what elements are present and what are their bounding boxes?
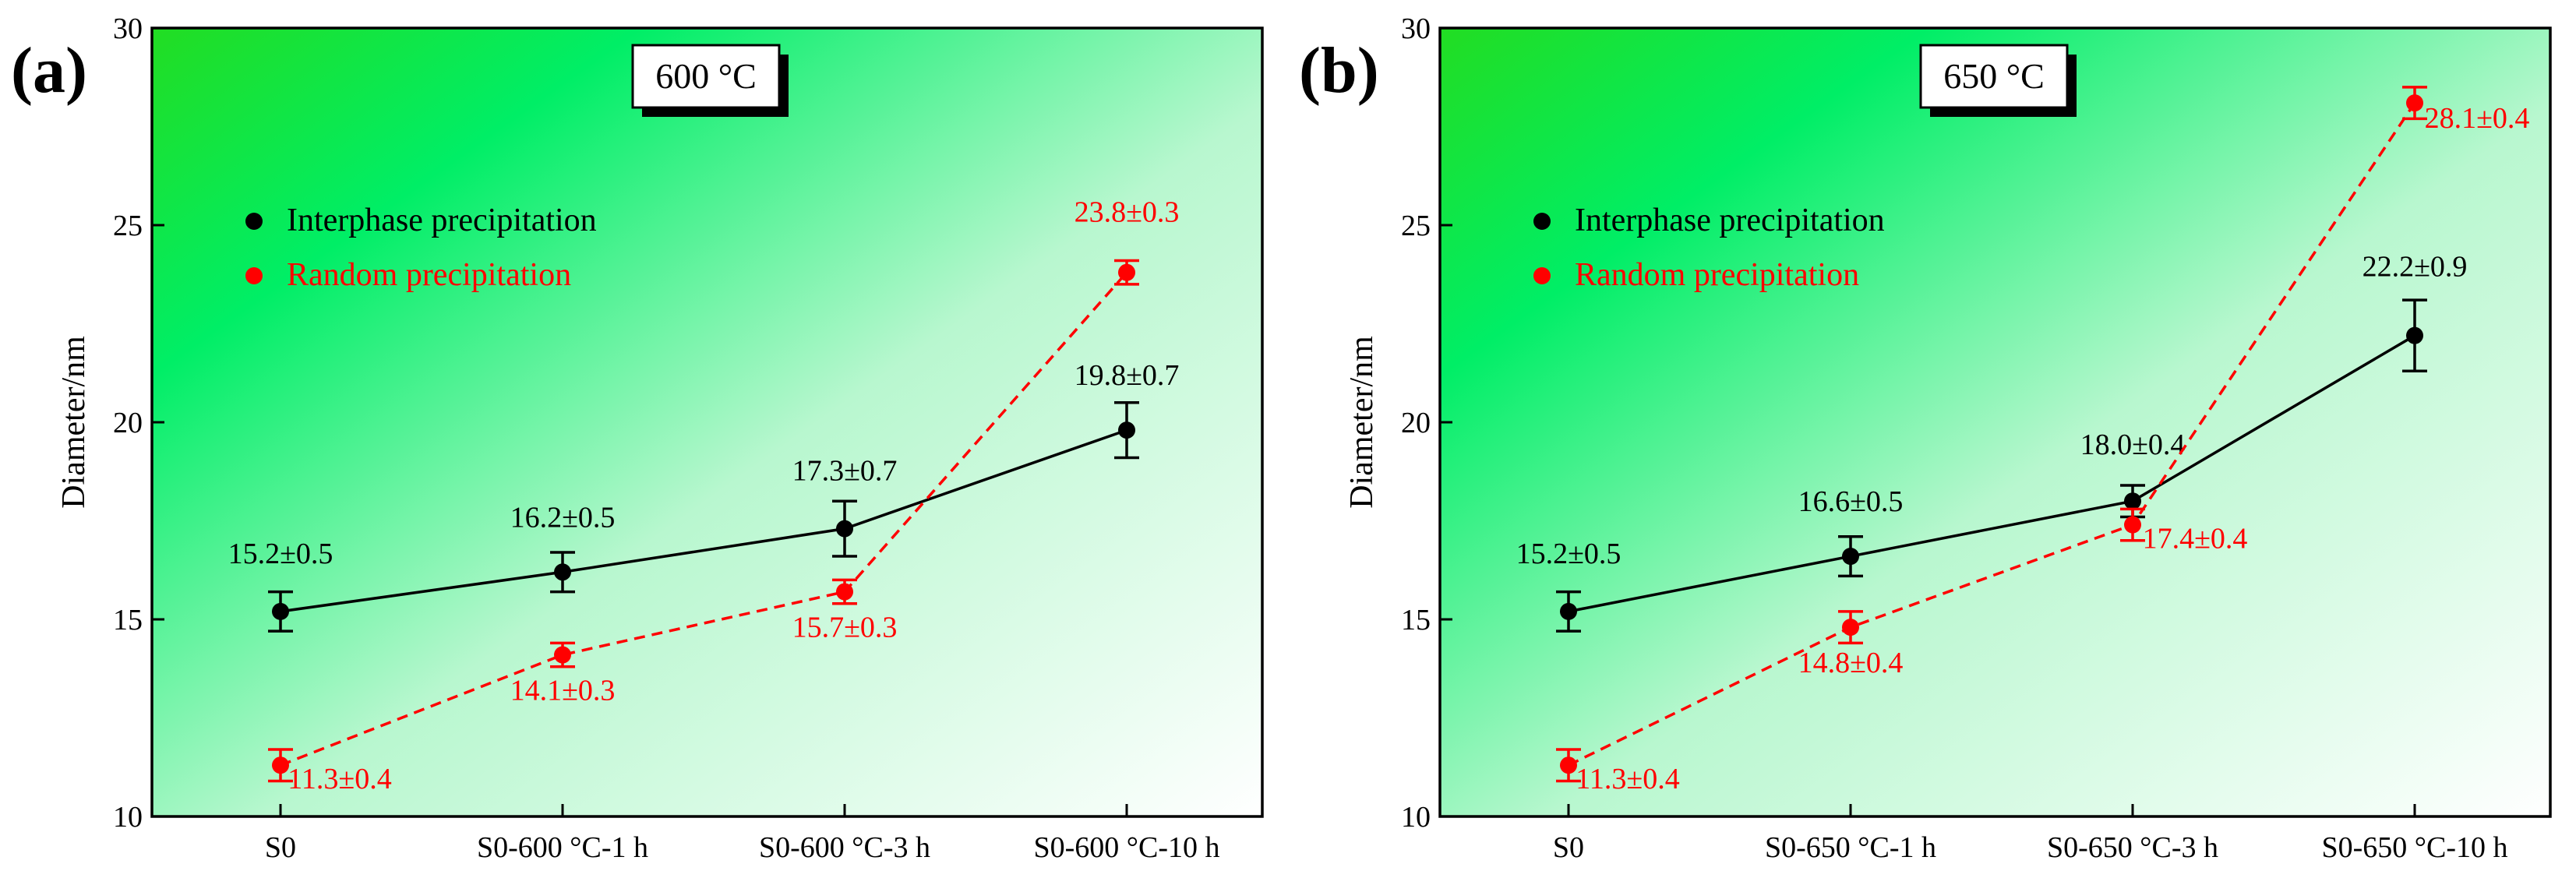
data-point bbox=[2124, 492, 2141, 510]
legend-marker bbox=[1533, 213, 1551, 230]
data-point bbox=[1560, 602, 1577, 620]
title-box bbox=[1919, 44, 2069, 109]
y-tick-label: 25 bbox=[1401, 210, 1431, 242]
x-tick-label: S0-650 °C-3 h bbox=[2047, 831, 2218, 864]
y-tick-label: 20 bbox=[113, 407, 143, 439]
legend-label: Interphase precipitation bbox=[287, 203, 597, 238]
panel-b: 10 15 20 25 30 S0 S0-650 °C-1 h S0-650 °C-3 h S0… bbox=[1288, 0, 2576, 871]
data-label: 16.6±0.5 bbox=[1798, 485, 1904, 518]
data-point bbox=[2406, 326, 2423, 344]
data-point bbox=[272, 756, 289, 774]
y-axis-label: Diameter/nm bbox=[56, 336, 92, 509]
data-label: 17.4±0.4 bbox=[2143, 523, 2248, 555]
y-tick-label: 20 bbox=[1401, 407, 1431, 439]
data-label: 15.2±0.5 bbox=[228, 538, 333, 570]
y-tick-label: 25 bbox=[113, 210, 143, 242]
x-tick-label: S0-600 °C-3 h bbox=[759, 831, 930, 864]
x-tick-label: S0 bbox=[265, 831, 296, 864]
x-tick-label: S0-600 °C-10 h bbox=[1034, 831, 1220, 864]
panel-label: (b) bbox=[1299, 34, 1379, 107]
legend-marker bbox=[1533, 267, 1551, 284]
legend-label: Interphase precipitation bbox=[1575, 203, 1885, 238]
panel-label: (a) bbox=[11, 34, 87, 107]
data-point bbox=[1118, 263, 1135, 281]
title-box bbox=[631, 44, 781, 109]
data-label: 28.1±0.4 bbox=[2425, 102, 2530, 135]
plot-frame bbox=[150, 26, 1264, 818]
data-point bbox=[1118, 421, 1135, 439]
plot-background bbox=[152, 28, 1262, 816]
data-point bbox=[554, 563, 571, 581]
chart-svg: 10 15 20 25 30 S0 S0-650 °C-1 h S0-650 °C-3 h S0… bbox=[1299, 12, 2552, 864]
data-point bbox=[836, 520, 853, 538]
legend-marker bbox=[245, 267, 263, 284]
x-tick-label: S0-650 °C-10 h bbox=[2322, 831, 2508, 864]
data-label: 18.0±0.4 bbox=[2080, 428, 2186, 461]
data-point bbox=[2406, 94, 2423, 112]
y-tick-label: 15 bbox=[1401, 604, 1431, 636]
y-axis-label: Diameter/nm bbox=[1344, 336, 1380, 509]
panel-a: 10 15 20 25 30 S0 S0-600 °C-1 h S0-600 °C-3 h S0… bbox=[11, 12, 1264, 864]
y-tick-label: 10 bbox=[1401, 801, 1431, 834]
x-tick-label: S0-600 °C-1 h bbox=[477, 831, 648, 864]
y-tick-label: 30 bbox=[1401, 12, 1431, 45]
data-point bbox=[836, 583, 853, 601]
data-label: 14.1±0.3 bbox=[510, 675, 616, 707]
y-tick-label: 10 bbox=[113, 801, 143, 834]
plot-frame bbox=[1438, 26, 2552, 818]
data-point bbox=[272, 602, 289, 620]
chart-title: 650 °C bbox=[1943, 56, 2045, 96]
legend-label: Random precipitation bbox=[287, 257, 571, 293]
data-label: 11.3±0.4 bbox=[1576, 763, 1679, 795]
x-tick-label: S0-650 °C-1 h bbox=[1765, 831, 1936, 864]
y-tick-label: 15 bbox=[113, 604, 143, 636]
series-line bbox=[280, 271, 1128, 767]
data-label: 17.3±0.7 bbox=[792, 455, 898, 488]
data-label: 14.8±0.4 bbox=[1798, 647, 1904, 679]
chart-title: 600 °C bbox=[655, 56, 757, 96]
data-label: 23.8±0.3 bbox=[1075, 196, 1180, 229]
data-label: 19.8±0.7 bbox=[1075, 359, 1180, 392]
data-label: 11.3±0.4 bbox=[288, 763, 391, 795]
data-label: 22.2±0.9 bbox=[2363, 251, 2468, 284]
data-point bbox=[1842, 548, 1859, 566]
legend-marker bbox=[245, 213, 263, 230]
data-label: 15.2±0.5 bbox=[1516, 538, 1621, 570]
data-label: 16.2±0.5 bbox=[510, 501, 616, 534]
plot-background bbox=[1440, 28, 2550, 816]
legend-label: Random precipitation bbox=[1575, 257, 1859, 293]
series-line bbox=[1568, 102, 2416, 767]
x-tick-label: S0 bbox=[1553, 831, 1584, 864]
data-point bbox=[554, 646, 571, 664]
data-point bbox=[2124, 516, 2141, 534]
series-line bbox=[280, 428, 1127, 613]
data-point bbox=[1560, 756, 1577, 774]
chart-svg: 10 15 20 25 30 S0 S0-600 °C-1 h S0-600 °C-3 h S0… bbox=[11, 12, 1264, 864]
series-line bbox=[1568, 334, 2415, 613]
y-tick-label: 30 bbox=[113, 12, 143, 45]
data-point bbox=[1842, 619, 1859, 636]
data-label: 15.7±0.3 bbox=[792, 612, 898, 644]
